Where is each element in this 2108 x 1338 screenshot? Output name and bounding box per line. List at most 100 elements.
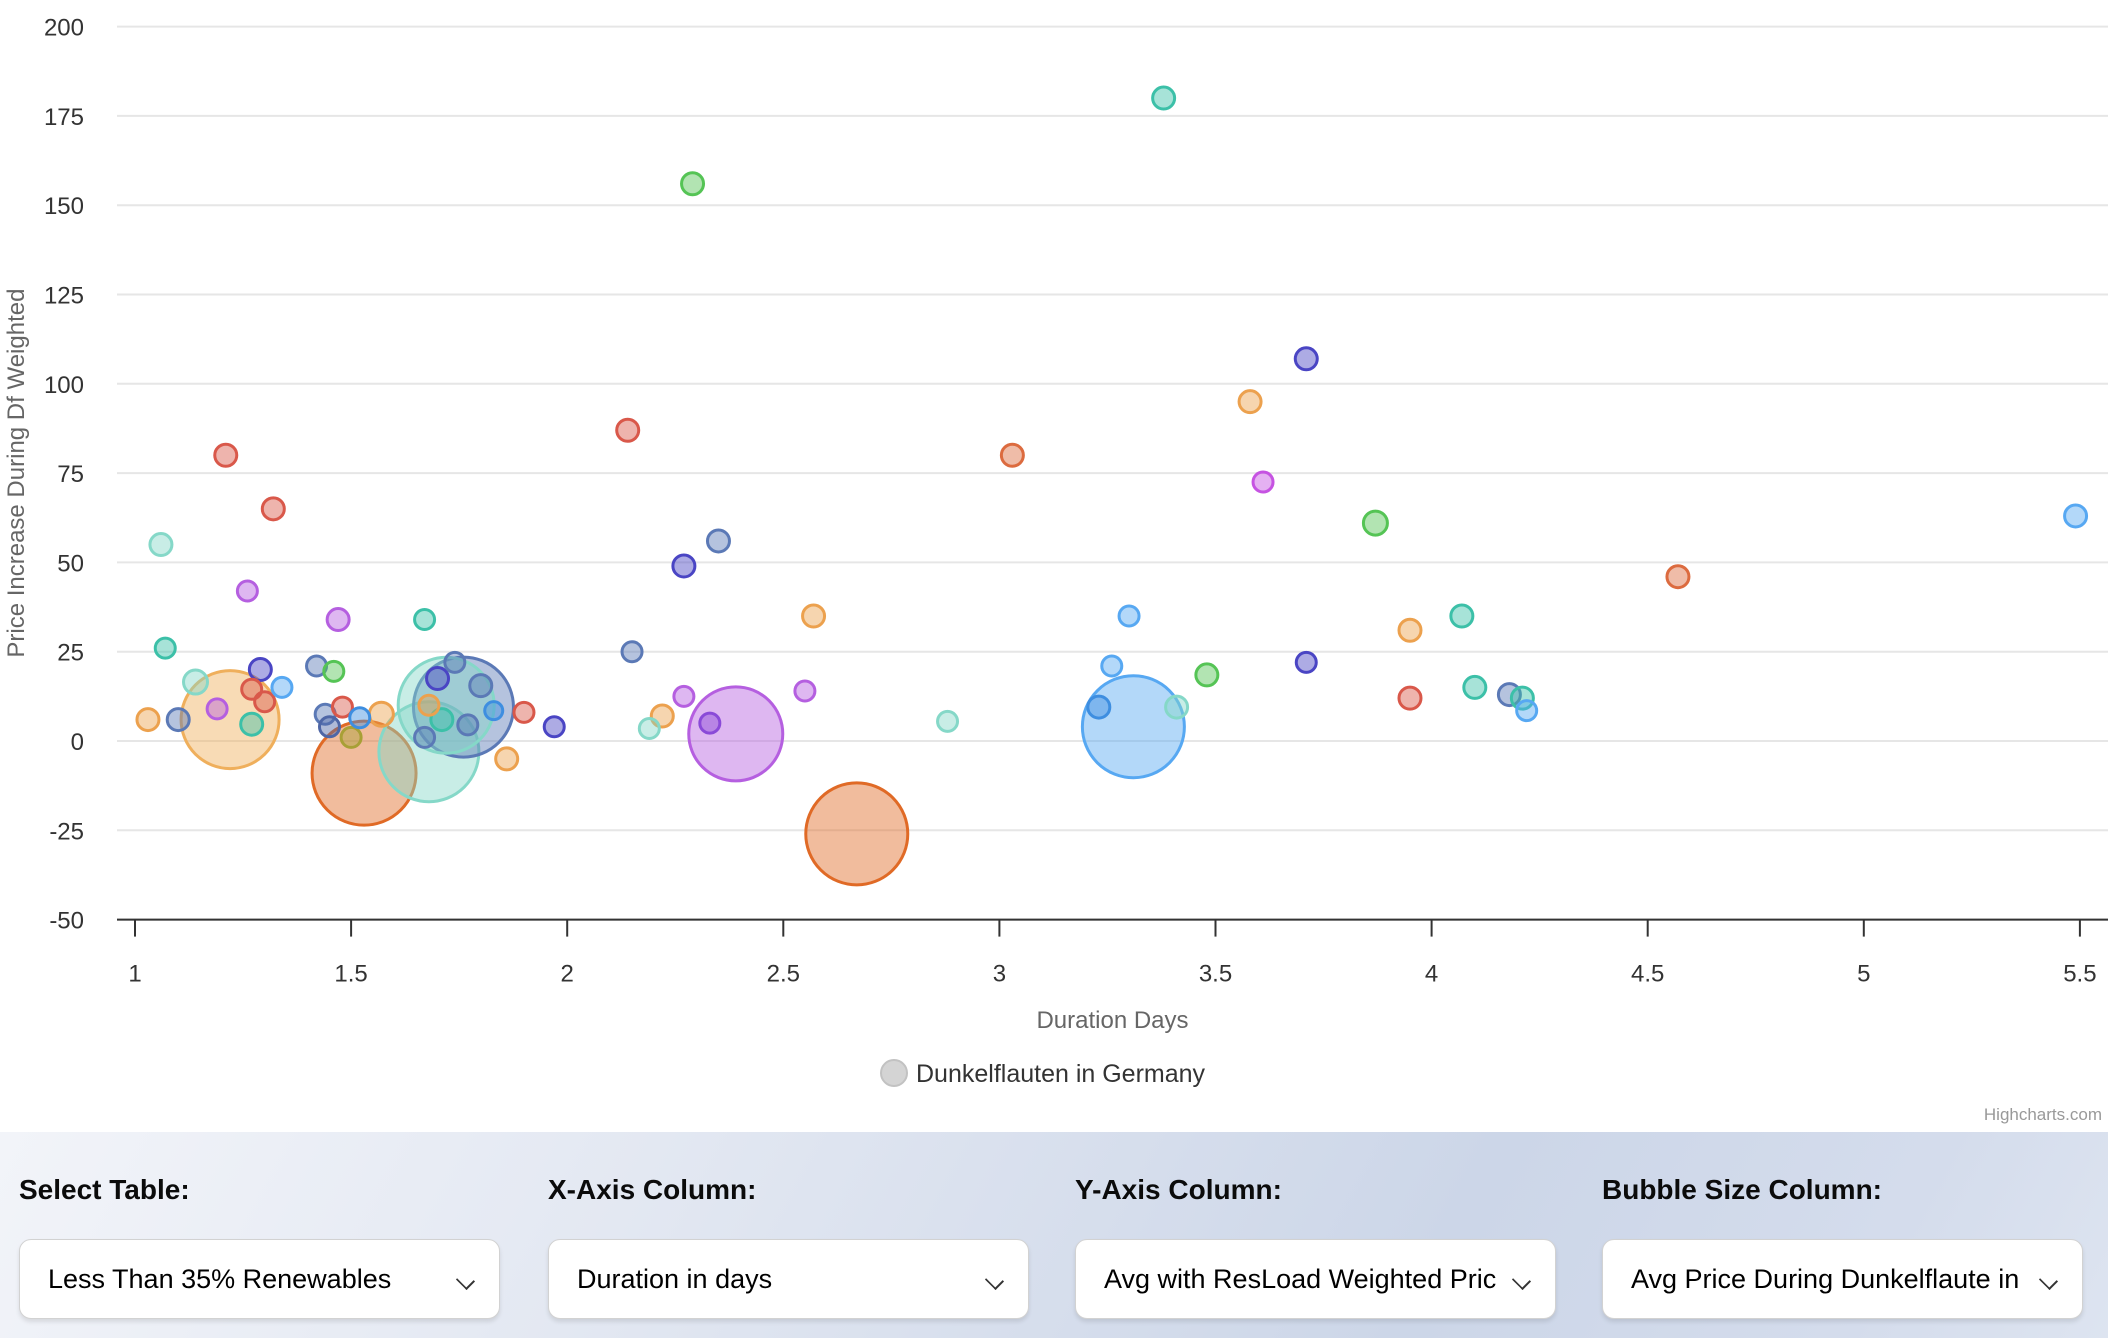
bubble[interactable] bbox=[253, 690, 277, 714]
bubble[interactable] bbox=[672, 684, 696, 708]
y-tick-label: 50 bbox=[57, 550, 84, 577]
bubble[interactable] bbox=[135, 707, 161, 733]
bubble[interactable] bbox=[322, 659, 346, 683]
bubble[interactable] bbox=[317, 715, 341, 739]
x-axis-column-dropdown[interactable]: Duration in days bbox=[548, 1239, 1029, 1319]
bubble[interactable] bbox=[680, 171, 706, 197]
select-table-dropdown[interactable]: Less Than 35% Renewables bbox=[19, 1239, 500, 1319]
select-table-label: Select Table: bbox=[19, 1174, 190, 1205]
bubble[interactable] bbox=[339, 725, 363, 749]
bubble-size-column-dropdown[interactable]: Avg Price During Dunkelflaute in bbox=[1602, 1239, 2083, 1319]
bubble[interactable] bbox=[417, 693, 441, 717]
bubble[interactable] bbox=[1117, 604, 1141, 628]
y-axis-column-label: Y-Axis Column: bbox=[1075, 1174, 1282, 1205]
bubble[interactable] bbox=[1449, 603, 1475, 629]
bubble[interactable] bbox=[687, 685, 785, 783]
y-tick-label: 25 bbox=[57, 640, 84, 667]
x-tick-label: 5 bbox=[1857, 961, 1870, 988]
bubble[interactable] bbox=[148, 532, 174, 558]
bubble[interactable] bbox=[615, 417, 641, 443]
bubble[interactable] bbox=[1086, 694, 1112, 720]
y-tick-label: 175 bbox=[44, 104, 84, 131]
bubble[interactable] bbox=[348, 706, 372, 730]
bubble[interactable] bbox=[705, 528, 731, 554]
bubble[interactable] bbox=[1397, 617, 1423, 643]
legend-item-label[interactable]: Dunkelflauten in Germany bbox=[916, 1060, 1206, 1088]
bubble[interactable] bbox=[260, 496, 286, 522]
y-tick-label: 75 bbox=[57, 461, 84, 488]
bubble[interactable] bbox=[153, 636, 177, 660]
bubble[interactable] bbox=[1237, 389, 1263, 415]
bubble[interactable] bbox=[1151, 85, 1177, 111]
bubble[interactable] bbox=[1462, 674, 1488, 700]
chevron-down-icon bbox=[455, 1270, 476, 1291]
bubble[interactable] bbox=[235, 579, 259, 603]
bubble[interactable] bbox=[1665, 564, 1691, 590]
bubble[interactable] bbox=[542, 715, 566, 739]
bubble[interactable] bbox=[1080, 674, 1186, 780]
bubble[interactable] bbox=[247, 657, 273, 683]
y-axis-column-dropdown[interactable]: Avg with ResLoad Weighted Pric bbox=[1075, 1239, 1556, 1319]
bubble[interactable] bbox=[2063, 503, 2089, 529]
bubble[interactable] bbox=[793, 679, 817, 703]
bubble[interactable] bbox=[310, 719, 418, 827]
bubble[interactable] bbox=[804, 781, 910, 887]
bubble[interactable] bbox=[1164, 694, 1190, 720]
bubble[interactable] bbox=[468, 673, 494, 699]
bubble[interactable] bbox=[483, 700, 505, 722]
select-table-selected-value: Less Than 35% Renewables bbox=[48, 1263, 392, 1294]
x-tick-label: 1.5 bbox=[334, 961, 367, 988]
y-tick-label: 150 bbox=[44, 193, 84, 220]
x-tick-label: 4.5 bbox=[1631, 961, 1664, 988]
bubble[interactable] bbox=[494, 746, 520, 772]
bubble[interactable] bbox=[330, 695, 354, 719]
bubble[interactable] bbox=[1293, 346, 1319, 372]
bubble[interactable] bbox=[1194, 662, 1220, 688]
bubble[interactable] bbox=[413, 608, 437, 632]
bubble-size-column-label: Bubble Size Column: bbox=[1602, 1174, 1882, 1205]
bubble[interactable] bbox=[1509, 685, 1535, 711]
bubble[interactable] bbox=[801, 603, 827, 629]
bubble[interactable] bbox=[213, 442, 239, 468]
bubble[interactable] bbox=[367, 700, 395, 728]
bubble[interactable] bbox=[182, 668, 210, 696]
bubble[interactable] bbox=[413, 725, 437, 749]
x-tick-label: 2.5 bbox=[767, 961, 800, 988]
x-tick-label: 5.5 bbox=[2063, 961, 2096, 988]
x-axis-title: Duration Days bbox=[1036, 1007, 1188, 1034]
bubble[interactable] bbox=[698, 711, 722, 735]
bubble[interactable] bbox=[205, 697, 229, 721]
bubble[interactable] bbox=[179, 669, 281, 771]
legend-symbol-icon[interactable] bbox=[880, 1059, 908, 1087]
bubble[interactable] bbox=[425, 665, 451, 691]
bubble[interactable] bbox=[1100, 654, 1124, 678]
chevron-down-icon bbox=[2038, 1270, 2059, 1291]
bubble[interactable] bbox=[671, 553, 697, 579]
bubble[interactable] bbox=[239, 711, 265, 737]
bubble[interactable] bbox=[165, 707, 191, 733]
bubble[interactable] bbox=[512, 700, 536, 724]
bubble[interactable] bbox=[620, 640, 644, 664]
bubble[interactable] bbox=[456, 713, 480, 737]
bubble[interactable] bbox=[1361, 509, 1389, 537]
controls-panel: Select Table: Less Than 35% Renewables X-A… bbox=[0, 1132, 2108, 1338]
bubble[interactable] bbox=[1397, 685, 1423, 711]
bubble[interactable] bbox=[1294, 650, 1318, 674]
y-axis-column-selected-value: Avg with ResLoad Weighted Pric bbox=[1104, 1263, 1497, 1294]
x-tick-label: 2 bbox=[561, 961, 574, 988]
y-tick-label: 0 bbox=[71, 729, 84, 756]
bubble[interactable] bbox=[1515, 699, 1539, 723]
bubble[interactable] bbox=[637, 716, 661, 740]
bubble[interactable] bbox=[999, 442, 1025, 468]
bubble[interactable] bbox=[270, 675, 294, 699]
bubble[interactable] bbox=[429, 707, 455, 733]
y-tick-label: -50 bbox=[49, 908, 84, 935]
y-tick-label: 125 bbox=[44, 283, 84, 310]
bubble[interactable] bbox=[1251, 470, 1275, 494]
bubble[interactable] bbox=[443, 650, 467, 674]
highcharts-credits-link[interactable]: Highcharts.com bbox=[1984, 1105, 2102, 1124]
chevron-down-icon bbox=[984, 1270, 1005, 1291]
bubble[interactable] bbox=[936, 709, 960, 733]
bubble[interactable] bbox=[325, 607, 351, 633]
